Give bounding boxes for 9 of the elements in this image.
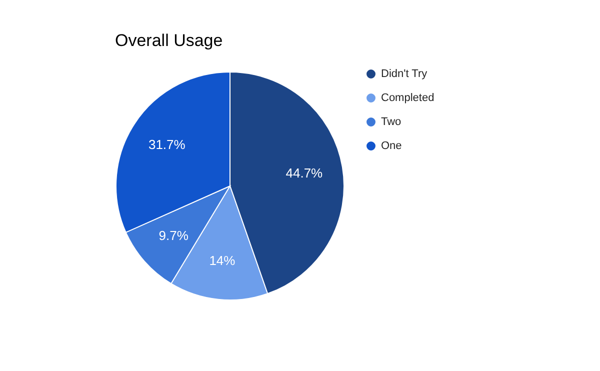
legend-label: One bbox=[381, 140, 402, 152]
data-label: 44.7% bbox=[286, 165, 324, 180]
legend-label: Didn't Try bbox=[381, 68, 428, 80]
legend-label: Completed bbox=[381, 92, 434, 104]
data-label: 9.7% bbox=[158, 228, 189, 243]
data-label: 14% bbox=[209, 252, 236, 268]
chart-title: Overall Usage bbox=[115, 31, 223, 50]
legend-label: Two bbox=[381, 116, 402, 128]
data-label: 31.7% bbox=[148, 137, 186, 152]
